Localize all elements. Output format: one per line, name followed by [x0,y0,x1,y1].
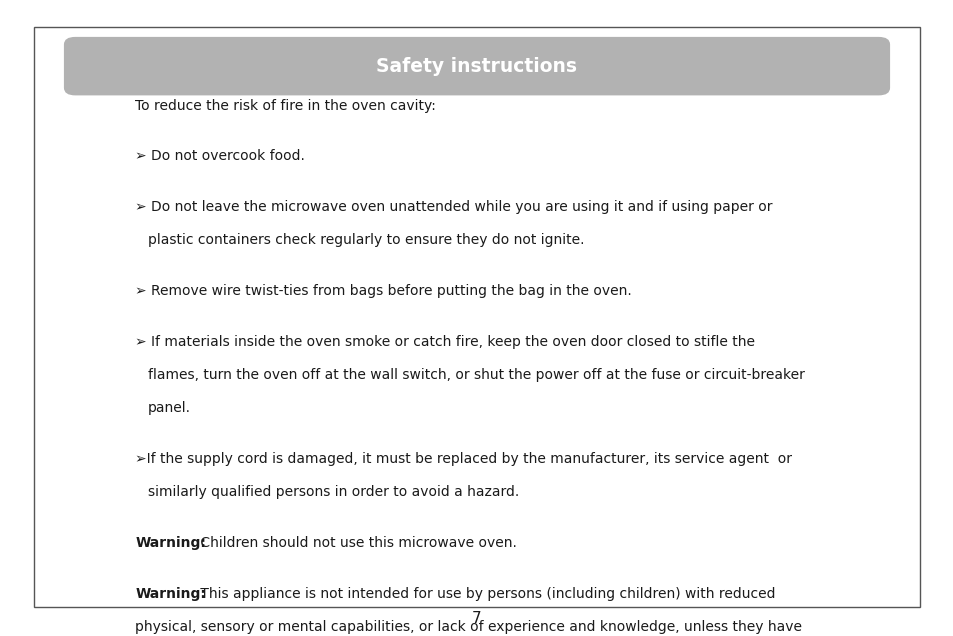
Text: ➢ Do not leave the microwave oven unattended while you are using it and if using: ➢ Do not leave the microwave oven unatte… [135,200,772,214]
Text: Warning:: Warning: [135,587,206,601]
Text: To reduce the risk of fire in the oven cavity:: To reduce the risk of fire in the oven c… [135,99,436,113]
FancyBboxPatch shape [34,27,919,607]
Text: plastic containers check regularly to ensure they do not ignite.: plastic containers check regularly to en… [148,233,584,247]
Text: Children should not use this microwave oven.: Children should not use this microwave o… [195,536,516,550]
Text: flames, turn the oven off at the wall switch, or shut the power off at the fuse : flames, turn the oven off at the wall sw… [148,368,804,382]
Text: This appliance is not intended for use by persons (including children) with redu: This appliance is not intended for use b… [195,587,774,601]
Text: ➢If the supply cord is damaged, it must be replaced by the manufacturer, its ser: ➢If the supply cord is damaged, it must … [135,452,792,466]
Text: physical, sensory or mental capabilities, or lack of experience and knowledge, u: physical, sensory or mental capabilities… [135,620,801,634]
Text: Warning:: Warning: [135,536,206,550]
FancyBboxPatch shape [64,37,889,95]
Text: 7: 7 [472,611,481,626]
Text: ➢ If materials inside the oven smoke or catch fire, keep the oven door closed to: ➢ If materials inside the oven smoke or … [135,335,755,349]
Text: similarly qualified persons in order to avoid a hazard.: similarly qualified persons in order to … [148,485,518,499]
Text: panel.: panel. [148,401,191,415]
Text: Safety instructions: Safety instructions [376,57,577,76]
Text: ➢ Do not overcook food.: ➢ Do not overcook food. [135,149,305,163]
Text: ➢ Remove wire twist-ties from bags before putting the bag in the oven.: ➢ Remove wire twist-ties from bags befor… [135,284,632,298]
